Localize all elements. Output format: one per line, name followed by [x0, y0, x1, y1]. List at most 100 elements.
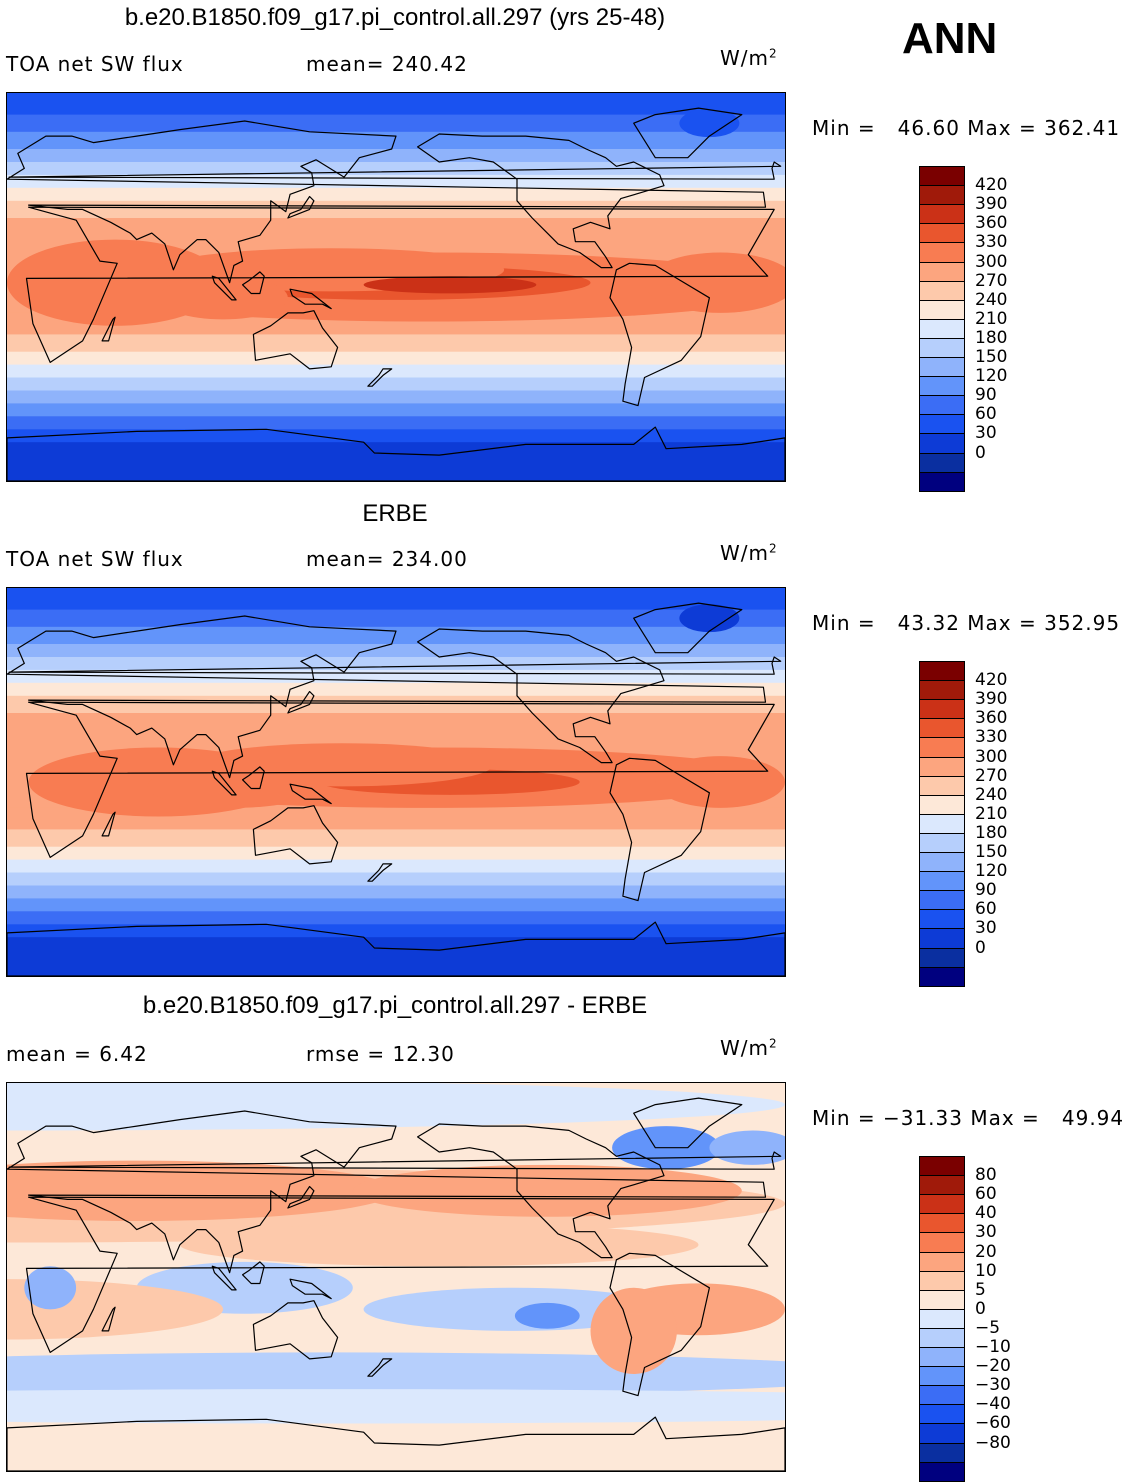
colorbar-swatch [919, 1347, 965, 1368]
colorbar-swatch [919, 166, 965, 187]
colorbar-swatch [919, 871, 965, 892]
field-band [7, 187, 785, 202]
colorbar-tick-label: 210 [975, 308, 1008, 329]
colorbar-swatch [919, 1194, 965, 1215]
colorbar-swatch [919, 395, 965, 416]
colorbar-tick-label: 240 [975, 784, 1008, 805]
colorbar-swatch [919, 1213, 965, 1234]
field-anomaly [363, 1287, 667, 1331]
colorbar-tick-label: 30 [975, 1222, 997, 1243]
min-max-label: Min = −31.33 Max = 49.94 [812, 1106, 1125, 1130]
colorbar-tick-label: 0 [975, 937, 986, 958]
field-band [7, 312, 785, 336]
map-model [6, 92, 786, 482]
colorbar-swatch [919, 414, 965, 435]
colorbar-swatch [919, 1366, 965, 1387]
coastline-madagascar [101, 316, 116, 342]
colorbar-swatch [919, 775, 965, 796]
coastline-africa [25, 1196, 775, 1353]
field-band [7, 872, 785, 886]
colorbar-tick-label: 420 [975, 175, 1008, 196]
coastline-australia [252, 805, 339, 865]
colorbar-swatch [919, 966, 965, 987]
coastline-japan [287, 1185, 315, 1209]
colorbar-tick-label: 10 [975, 1260, 997, 1281]
field-anomaly [590, 1287, 677, 1374]
colorbar-swatch [919, 376, 965, 397]
colorbar-swatch [919, 1442, 965, 1463]
colorbar-swatch [919, 947, 965, 968]
colorbar-tick-label: 120 [975, 366, 1008, 387]
colorbar-tick-label: 330 [975, 232, 1008, 253]
coastline-uk [8, 161, 782, 180]
field-anomaly [7, 1389, 785, 1424]
colorbar-tick-label: 360 [975, 708, 1008, 729]
field-band [7, 200, 785, 219]
colorbar-swatch [919, 909, 965, 930]
colorbar-swatch [919, 357, 965, 378]
field-band [7, 657, 785, 671]
colorbar-swatch [919, 737, 965, 758]
colorbar-swatch [919, 1289, 965, 1310]
variable-label: TOA net SW flux [6, 547, 184, 571]
colorbar-swatch [919, 1270, 965, 1291]
coastline-samerica [609, 262, 711, 407]
coastline-namerica [417, 133, 665, 269]
coastline-newguinea [289, 1278, 332, 1300]
coastline-samerica [609, 1252, 711, 1397]
field-band [7, 898, 785, 912]
coastline-eurasia [7, 615, 767, 779]
colorbar-swatch [919, 852, 965, 873]
colorbar-tick-label: 270 [975, 270, 1008, 291]
coastline-japan [287, 195, 315, 219]
colorbar-swatch [919, 1232, 965, 1253]
coastline-sumatra [211, 275, 237, 301]
field-band [7, 364, 785, 379]
colorbar-swatch [919, 699, 965, 720]
map-diff [6, 1082, 786, 1472]
colorbar-tick-label: 390 [975, 689, 1008, 710]
colorbar-tick-label: 390 [975, 194, 1008, 215]
field-band [7, 829, 785, 848]
coastline-antarctica [7, 921, 785, 976]
colorbar-tick-label: −10 [975, 1337, 1011, 1357]
field-band [7, 588, 785, 611]
panel-title: b.e20.B1850.f09_g17.pi_control.all.297 (… [124, 4, 666, 31]
colorbar-tick-label: 60 [975, 899, 997, 920]
colorbar-swatch [919, 1461, 965, 1482]
field-band [7, 416, 785, 430]
map-obs [6, 587, 786, 977]
colorbar-tick-label: 420 [975, 670, 1008, 691]
coastline-antarctica [7, 1416, 785, 1471]
colorbar-swatch [919, 1327, 965, 1348]
coastline-borneo [242, 271, 265, 295]
field-band [7, 429, 785, 443]
colorbar-swatch [919, 794, 965, 815]
coastline-eurasia [7, 120, 767, 284]
colorbar-tick-label: 240 [975, 289, 1008, 310]
colorbar-swatch [919, 337, 965, 358]
min-max-label: Min = 43.32 Max = 352.95 [812, 611, 1121, 635]
colorbar-tick-label: 20 [975, 1241, 997, 1262]
field-anomaly [7, 1083, 785, 1131]
coastline-australia [252, 1300, 339, 1360]
panel-title: ERBE [362, 500, 428, 527]
colorbar-tick-label: 0 [975, 1298, 986, 1319]
colorbar-tick-label: −5 [975, 1317, 1001, 1338]
colorbar-tick-label: 30 [975, 918, 997, 939]
colorbar-swatch [919, 433, 965, 454]
colorbar-swatch [919, 1423, 965, 1444]
field-band [7, 924, 785, 938]
colorbar-tick-label: 180 [975, 822, 1008, 843]
colorbar-tick-label: 210 [975, 803, 1008, 824]
colorbar-swatch [919, 261, 965, 282]
colorbar-swatch [919, 813, 965, 834]
field-band [7, 442, 785, 481]
field-band [7, 859, 785, 874]
field-anomaly [179, 1223, 699, 1267]
colorbar-swatch [919, 832, 965, 853]
field-anomaly [655, 756, 785, 808]
colorbar-tick-label: 120 [975, 861, 1008, 882]
colorbar-tick-label: 5 [975, 1279, 986, 1300]
colorbar-swatch [919, 242, 965, 263]
